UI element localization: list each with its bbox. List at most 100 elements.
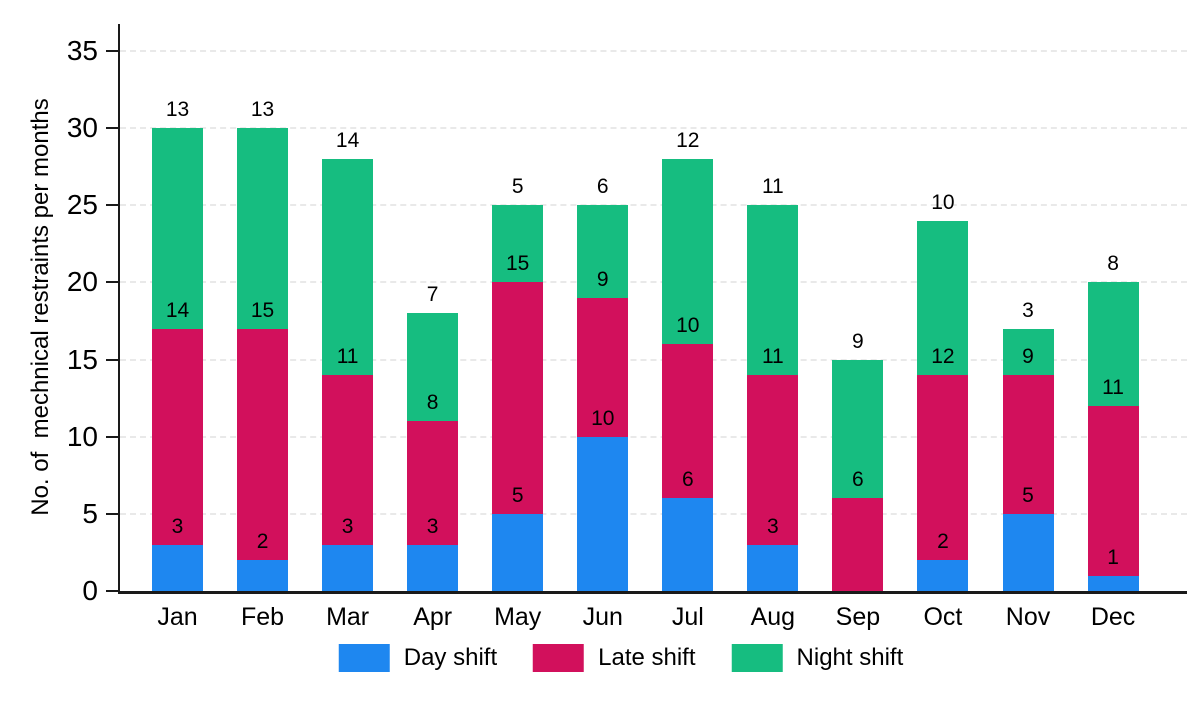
x-tick-label: Jul [671,603,704,631]
bar-segment-day-shift [747,544,799,591]
y-gridline [120,204,1187,207]
x-tick-label: Sep [835,603,881,631]
bar-value-label: 9 [852,329,864,353]
x-tick-label: Feb [241,603,285,631]
bar-segment-day-shift [1002,513,1054,591]
bar-value-label: 12 [931,344,955,368]
bar-value-label: 12 [676,128,700,152]
legend-swatch-day-shift [338,644,390,672]
bar-segment-late-shift [322,375,374,545]
bar-segment-late-shift [1087,405,1139,576]
legend-label: Night shift [796,644,904,671]
legend-label: Day shift [403,644,498,671]
bar-value-label: 7 [426,283,439,307]
bar-value-label: 13 [165,98,190,122]
y-gridline [120,281,1187,284]
legend-swatch-night-shift [731,644,783,672]
y-gridline [120,49,1187,52]
y-gridline [120,358,1187,361]
bar-segment-late-shift [1002,375,1054,514]
bar-value-label: 11 [761,175,784,199]
legend: Day shift Late shift Night shift [338,644,904,672]
y-axis-title: No. of mechnical restraints per months [27,98,54,516]
bar-value-label: 10 [931,190,955,214]
bar-value-label: 2 [256,530,269,554]
bar-value-label: 13 [250,98,275,122]
bar-segment-night-shift [322,158,374,375]
legend-item-late-shift: Late shift [533,644,696,672]
bar-segment-day-shift [237,560,289,591]
bar-segment-night-shift [917,220,969,375]
y-tick-mark [106,512,118,515]
y-tick-mark [106,204,118,207]
y-gridline [120,435,1187,438]
bar-segment-late-shift [662,344,714,499]
y-tick-label: 35 [66,34,98,66]
bar-value-label: 11 [1102,375,1124,399]
legend-swatch-late-shift [533,644,585,672]
bar-segment-day-shift [492,513,544,591]
y-gridline [120,127,1187,130]
bar-value-label: 5 [511,175,524,199]
y-tick-label: 10 [66,420,98,452]
y-tick-label: 0 [82,575,98,606]
bar-value-label: 11 [761,344,784,368]
bar-segment-day-shift [577,436,629,591]
plot-area: 0 5 10 15 20 25 30 35 3 14 13 Jan 2 15 13 Feb 3 11 14 Mar 3 8… [67,24,1187,631]
bar-value-label: 15 [506,252,530,276]
bar-value-label: 3 [341,514,354,538]
legend-label: Late shift [598,644,696,671]
bar-value-label: 8 [1107,252,1119,276]
x-tick-label: Dec [1090,603,1136,631]
bar-segment-night-shift [577,205,629,298]
bar-segment-day-shift [407,544,459,591]
x-tick-label: Jan [157,603,198,631]
bar-value-label: 6 [596,175,609,199]
bar-segment-late-shift [832,498,884,591]
bar-segment-night-shift [152,128,203,329]
y-tick-mark [106,358,118,361]
bar-value-label: 5 [1022,483,1034,507]
bar-segment-night-shift [662,158,714,345]
bar-segment-night-shift [832,359,884,499]
legend-item-night-shift: Night shift [731,644,904,672]
bar-value-label: 9 [1022,344,1034,368]
bar-segment-late-shift [577,297,629,437]
bar-segment-night-shift [1087,282,1139,406]
bar-segment-night-shift [1002,328,1054,375]
bar-value-label: 2 [937,530,949,554]
bar-segment-late-shift [152,328,203,545]
bar-value-label: 11 [336,344,359,368]
y-gridline [120,512,1187,515]
bar-value-label: 10 [591,406,615,430]
bar-segment-day-shift [322,544,374,591]
y-tick-mark [106,435,118,438]
x-tick-label: May [494,603,542,631]
y-tick-label: 15 [66,343,98,375]
bar-value-label: 6 [852,468,864,492]
bar-segment-day-shift [662,498,714,591]
x-tick-label: Aug [750,603,796,631]
x-tick-label: Mar [326,603,370,631]
bar-segment-late-shift [237,328,289,561]
x-tick-label: Jun [582,603,623,631]
bar-value-label: 5 [511,483,524,507]
bar-value-label: 8 [426,391,439,415]
x-tick-label: Apr [413,603,453,631]
bar-value-label: 3 [426,514,439,538]
bar-value-label: 9 [596,267,609,291]
bar-segment-day-shift [1087,575,1139,591]
legend-item-day-shift: Day shift [338,644,498,672]
y-tick-mark [106,127,118,130]
bar-value-label: 1 [1107,545,1119,569]
y-tick-label: 30 [66,112,98,144]
bar-value-label: 3 [1022,298,1034,322]
bar-segment-day-shift [152,544,203,591]
bar-value-label: 6 [681,468,694,492]
bar-segment-night-shift [747,205,799,375]
bar-value-label: 14 [335,128,360,152]
bar-segment-day-shift [917,560,969,591]
bar-value-label: 15 [250,298,275,322]
bar-value-label: 14 [165,298,190,322]
